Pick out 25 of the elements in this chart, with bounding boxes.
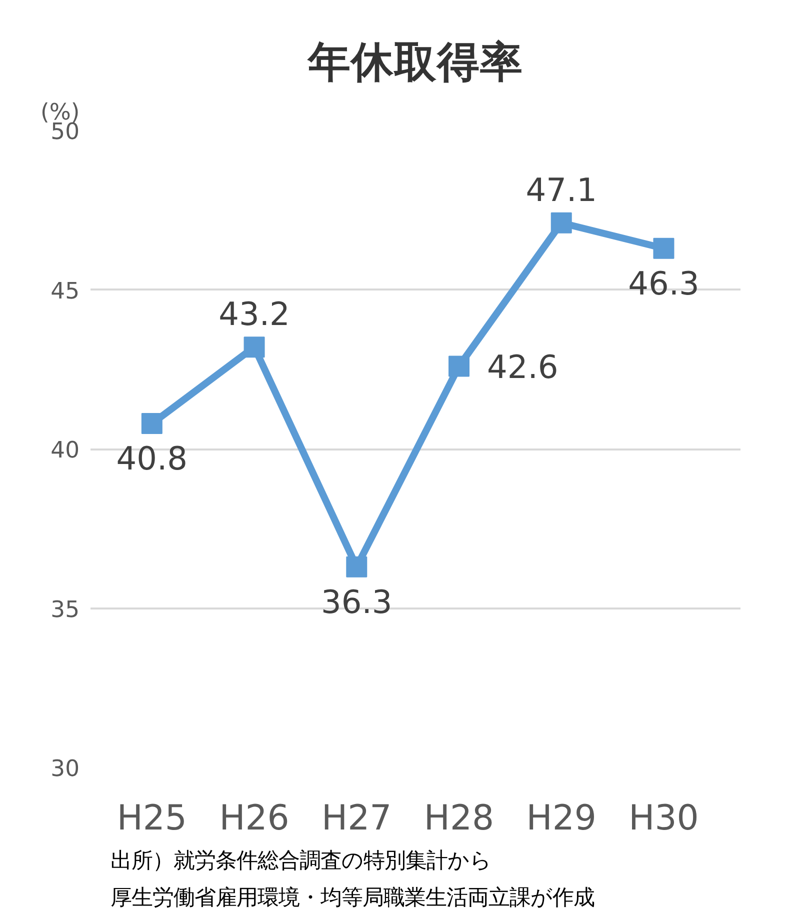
text: 厚生労働省雇用環境・均等局職業生活両立課が作成 [110,886,594,910]
data-label: 40.8 [116,440,188,478]
x-tick-label: H27 [322,798,392,838]
y-tick-label: 45 [50,278,80,304]
data-label: 47.1 [526,170,597,209]
x-tick-label: H26 [219,798,290,838]
point [448,356,470,377]
point [653,238,674,259]
data-label: 42.6 [487,348,558,386]
text: 出所）就労条件総合調査の特別集計から [110,848,492,874]
y-tick-label: 35 [50,596,80,623]
y-tick-label: 30 [50,756,80,782]
point [550,212,572,234]
x-tick-label: H29 [526,798,596,838]
x-tick-label: H25 [116,798,188,838]
x-tick-label: H30 [628,798,699,838]
x-tick-label: H28 [424,798,494,838]
data-label: 36.3 [321,582,392,621]
data-label: 46.3 [628,264,700,302]
point [346,556,368,578]
chart-title: 年休取得率 [307,38,523,88]
point [141,413,162,434]
y-tick-label: 40 [50,438,80,464]
data-label: 43.2 [218,295,290,334]
point [244,336,265,358]
